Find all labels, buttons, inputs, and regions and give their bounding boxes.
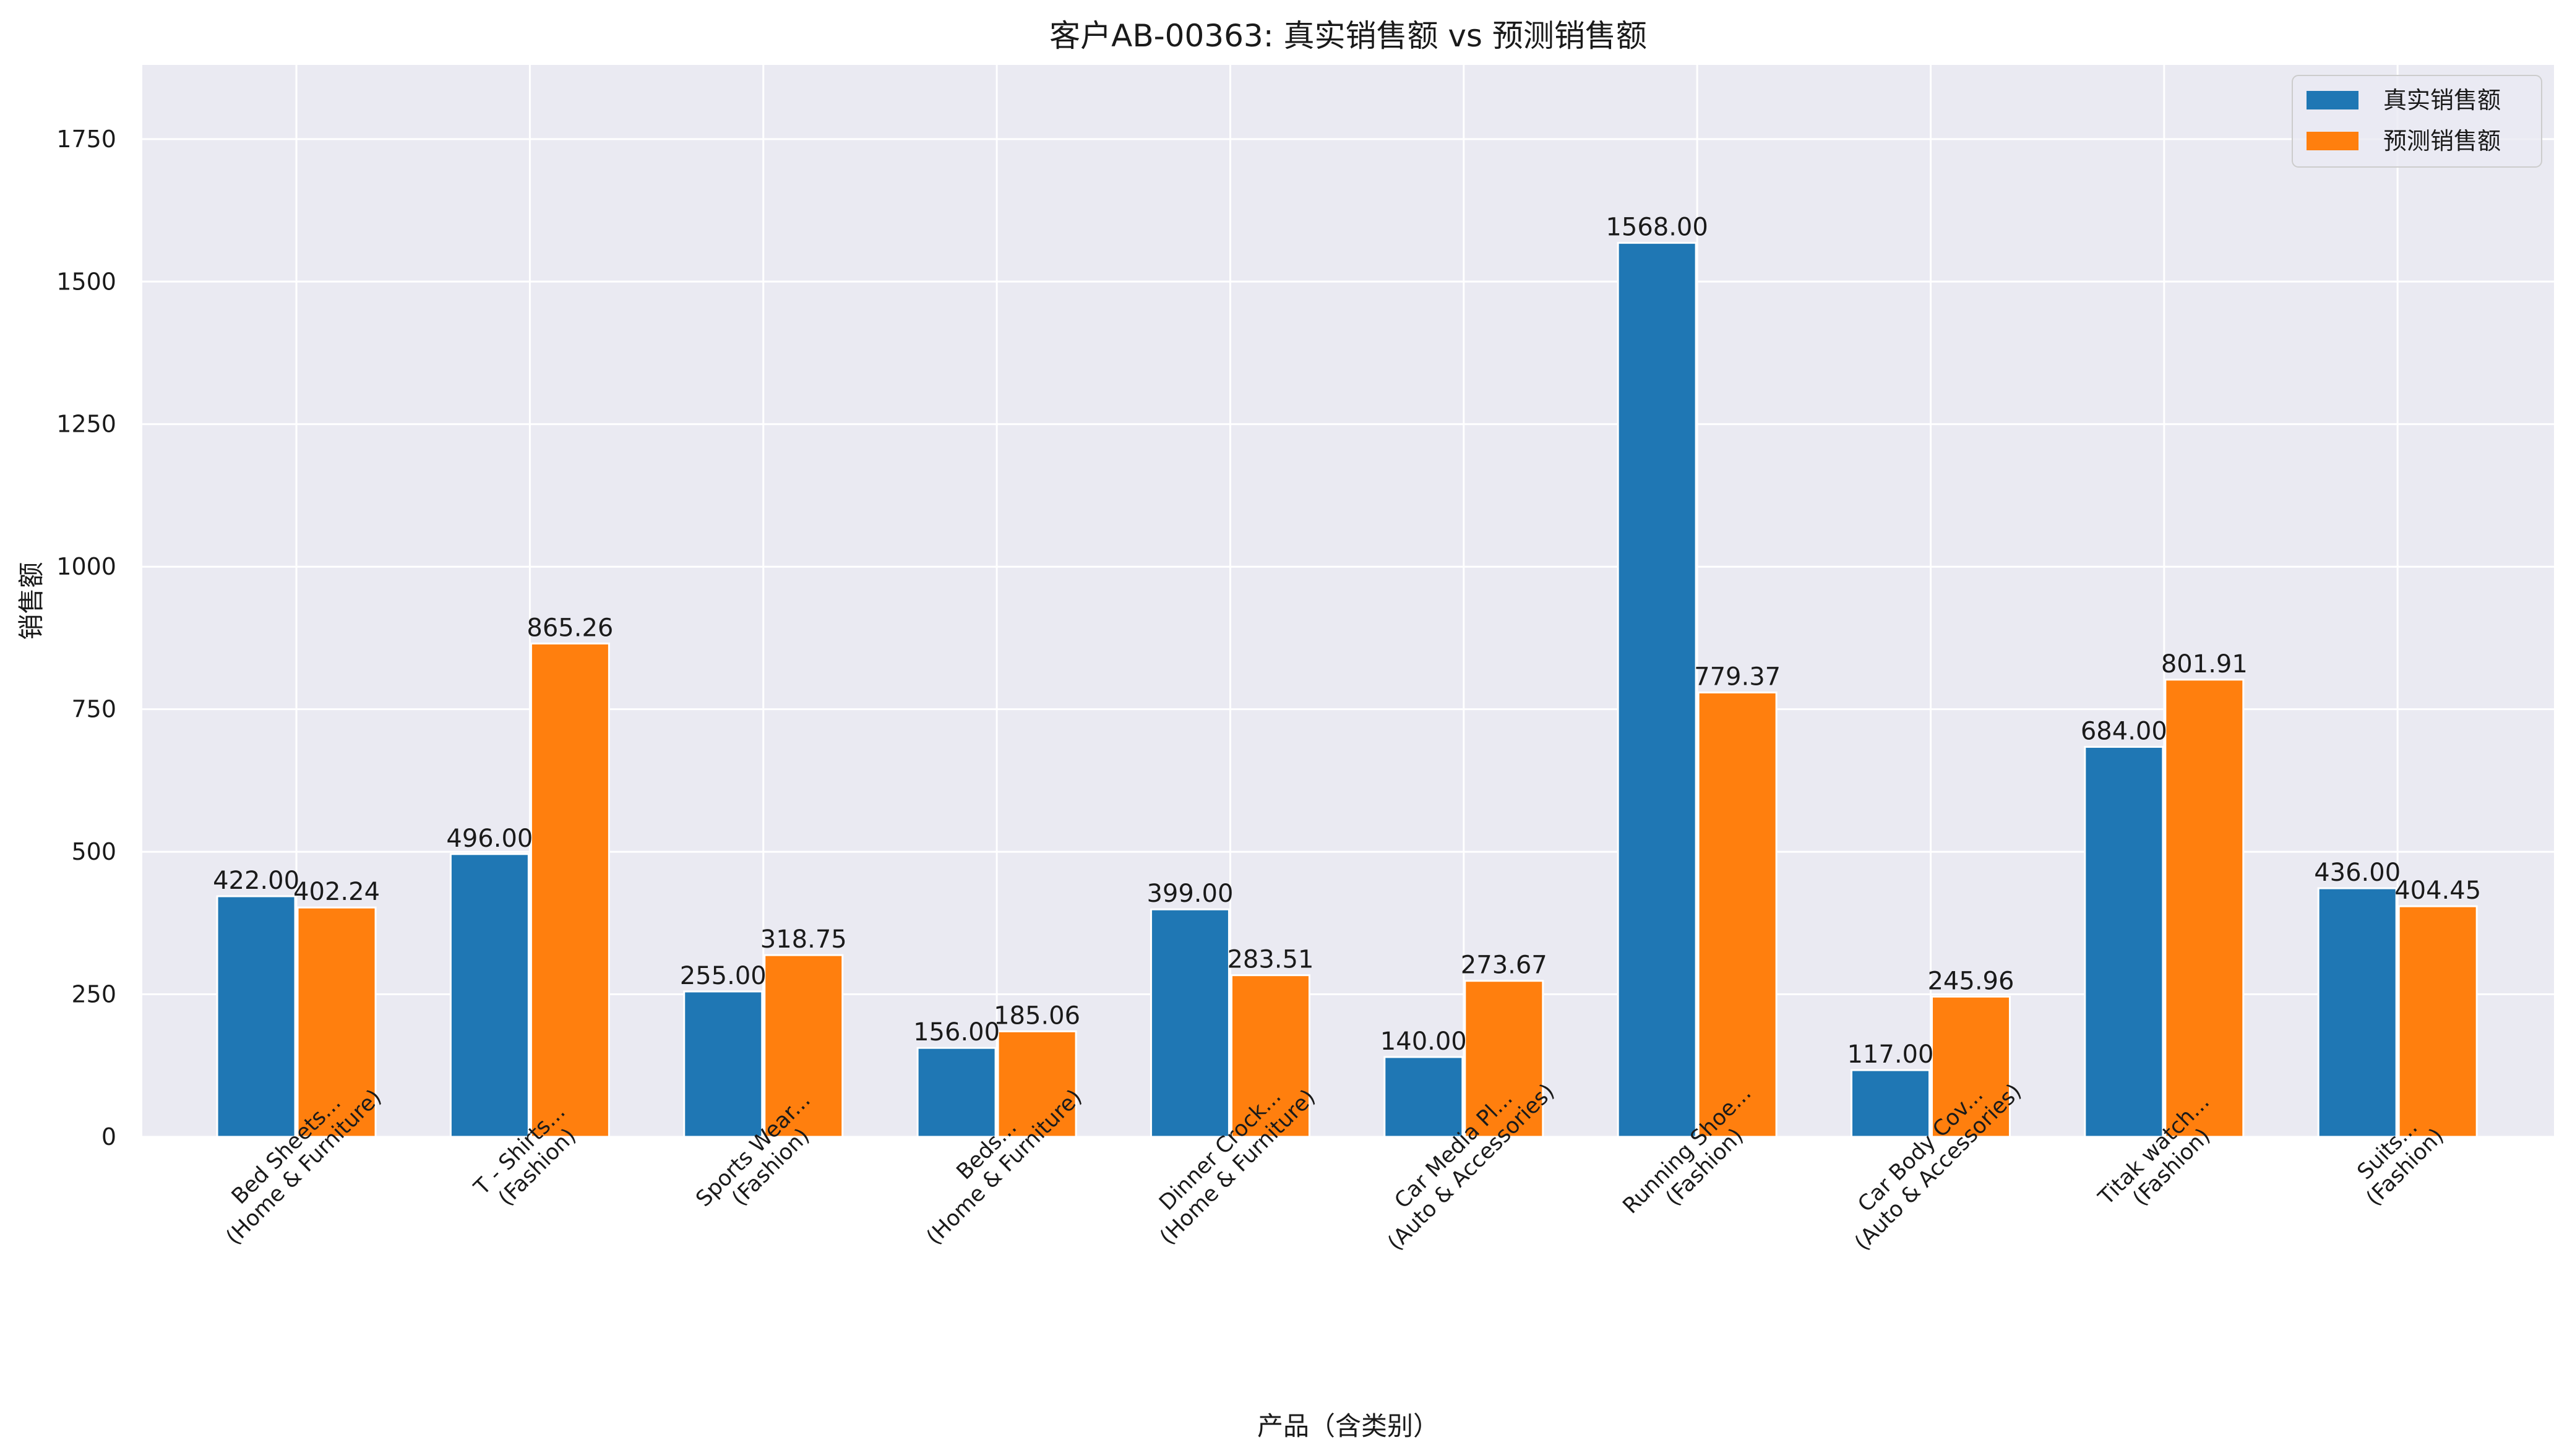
y-tick-label: 0 bbox=[101, 1123, 116, 1150]
y-tick-label: 1750 bbox=[56, 126, 116, 153]
data-label: 496.00 bbox=[446, 824, 533, 853]
data-label: 283.51 bbox=[1227, 946, 1314, 974]
bar-actual bbox=[1383, 1056, 1464, 1138]
chart-title: 客户AB-00363: 真实销售额 vs 预测销售额 bbox=[1049, 18, 1647, 54]
bar-actual bbox=[216, 895, 296, 1138]
data-label: 801.91 bbox=[2161, 650, 2248, 679]
bars bbox=[216, 242, 2478, 1138]
y-tick-label: 1500 bbox=[56, 268, 116, 295]
bar-forecast bbox=[763, 954, 844, 1138]
data-label: 779.37 bbox=[1694, 663, 1781, 692]
data-label: 273.67 bbox=[1461, 951, 1547, 980]
bar-actual bbox=[449, 853, 530, 1138]
y-tick-label: 500 bbox=[71, 838, 116, 865]
legend-swatch bbox=[2307, 132, 2358, 150]
bar-forecast bbox=[2397, 905, 2478, 1138]
bar-actual bbox=[2084, 745, 2164, 1138]
bar-forecast bbox=[530, 642, 610, 1138]
y-axis-label: 销售额 bbox=[16, 562, 46, 640]
y-tick-label: 1250 bbox=[56, 411, 116, 438]
bar-forecast bbox=[1697, 692, 1778, 1138]
data-label: 1568.00 bbox=[1606, 213, 1708, 242]
data-label: 156.00 bbox=[913, 1018, 1000, 1047]
bar-actual bbox=[683, 990, 763, 1138]
data-label: 140.00 bbox=[1380, 1027, 1467, 1056]
bar-actual bbox=[1617, 242, 1697, 1138]
bar-forecast bbox=[296, 906, 377, 1138]
y-axis-ticks: 0 250 500 750 1000 1250 1500 1750 bbox=[56, 126, 116, 1150]
bar-forecast bbox=[997, 1030, 1077, 1138]
data-label: 402.24 bbox=[293, 878, 380, 906]
data-label: 684.00 bbox=[2081, 717, 2167, 745]
y-tick-label: 750 bbox=[71, 696, 116, 723]
bar-forecast bbox=[1930, 995, 2011, 1138]
legend-swatch bbox=[2307, 91, 2358, 109]
bar-forecast bbox=[1464, 980, 1544, 1138]
data-label: 436.00 bbox=[2314, 859, 2401, 887]
data-label: 399.00 bbox=[1146, 880, 1233, 908]
legend-label: 真实销售额 bbox=[2383, 87, 2501, 114]
legend-label: 预测销售额 bbox=[2383, 127, 2501, 155]
y-tick-label: 1000 bbox=[56, 553, 116, 580]
data-label: 404.45 bbox=[2394, 876, 2481, 905]
bar-actual bbox=[916, 1047, 997, 1138]
data-label: 318.75 bbox=[760, 925, 847, 954]
bar-actual bbox=[2317, 887, 2397, 1138]
x-axis-label: 产品（含类别） bbox=[1257, 1411, 1439, 1441]
data-label: 185.06 bbox=[994, 1001, 1080, 1030]
bar-actual bbox=[1150, 908, 1230, 1138]
bar-actual bbox=[1850, 1069, 1930, 1138]
bar-forecast bbox=[1230, 974, 1310, 1138]
y-tick-label: 250 bbox=[71, 981, 116, 1008]
data-label: 255.00 bbox=[680, 962, 767, 990]
data-labels: 422.00 496.00 255.00 156.00 399.00 140.00 1568… bbox=[213, 213, 2481, 1069]
data-label: 865.26 bbox=[527, 614, 613, 642]
data-label: 117.00 bbox=[1847, 1040, 1933, 1069]
data-label: 422.00 bbox=[213, 867, 299, 895]
data-label: 245.96 bbox=[1927, 967, 2014, 995]
bar-forecast bbox=[2164, 679, 2245, 1138]
